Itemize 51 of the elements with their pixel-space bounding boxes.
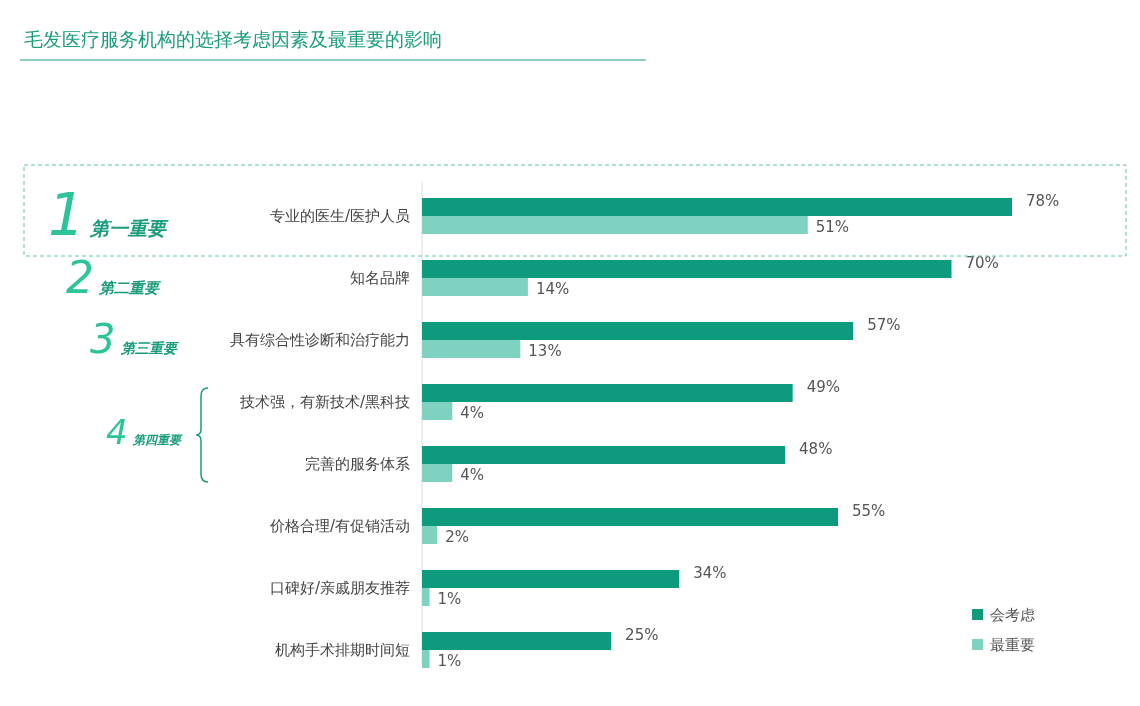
text: 4	[106, 412, 128, 453]
bar	[422, 322, 854, 340]
y-tick-label: 价格合理/有促销活动	[268, 517, 410, 535]
bar	[422, 508, 839, 526]
data-label: 1%	[437, 652, 462, 670]
data-label: 25%	[625, 626, 659, 644]
data-label: 13%	[528, 342, 562, 360]
data-label: 4%	[460, 466, 485, 484]
data-label: 4%	[460, 404, 485, 422]
data-label: 55%	[852, 502, 886, 520]
bar	[422, 198, 1012, 216]
bar	[422, 278, 528, 296]
legend-label: 最重要	[990, 636, 1035, 654]
y-tick-label: 技术强，有新技术/黑科技	[238, 393, 410, 411]
bar	[422, 526, 438, 544]
text: 2	[66, 251, 94, 303]
bar	[422, 570, 680, 588]
bar	[422, 588, 430, 606]
legend-label: 会考虑	[990, 606, 1035, 624]
data-label: 51%	[815, 218, 850, 236]
bar	[422, 260, 952, 278]
data-label: 57%	[867, 316, 901, 334]
bar	[422, 384, 793, 402]
text: 第一重要	[88, 217, 169, 240]
text: 毛发医疗服务机构的选择考虑因素及最重要的影响	[24, 28, 442, 50]
y-tick-label: 具有综合性诊断和治疗能力	[230, 331, 410, 349]
data-label: 34%	[693, 564, 727, 582]
data-label: 48%	[799, 440, 833, 458]
text: 第三重要	[119, 340, 180, 357]
data-label: 1%	[437, 590, 462, 608]
bar	[422, 340, 521, 358]
y-tick-label: 知名品牌	[350, 269, 410, 287]
data-label: 70%	[965, 254, 999, 272]
text: 第二重要	[98, 278, 163, 297]
data-label: 2%	[445, 528, 469, 546]
bar	[422, 464, 453, 482]
y-tick-label: 专业的医生/医护人员	[269, 207, 410, 225]
data-label: 78%	[1026, 192, 1060, 210]
text: 3	[90, 316, 116, 363]
bar	[422, 650, 430, 668]
bar	[422, 402, 453, 420]
bar	[422, 446, 786, 464]
bar	[422, 632, 612, 650]
y-tick-label: 口碑好/亲戚朋友推荐	[269, 579, 410, 597]
text: 第四重要	[132, 433, 184, 448]
bar	[422, 216, 808, 234]
data-label: 49%	[806, 378, 840, 396]
y-tick-label: 机构手术排期时间短	[275, 641, 410, 659]
y-tick-label: 完善的服务体系	[305, 455, 410, 473]
data-label: 14%	[535, 280, 570, 298]
text: 1	[48, 181, 85, 250]
